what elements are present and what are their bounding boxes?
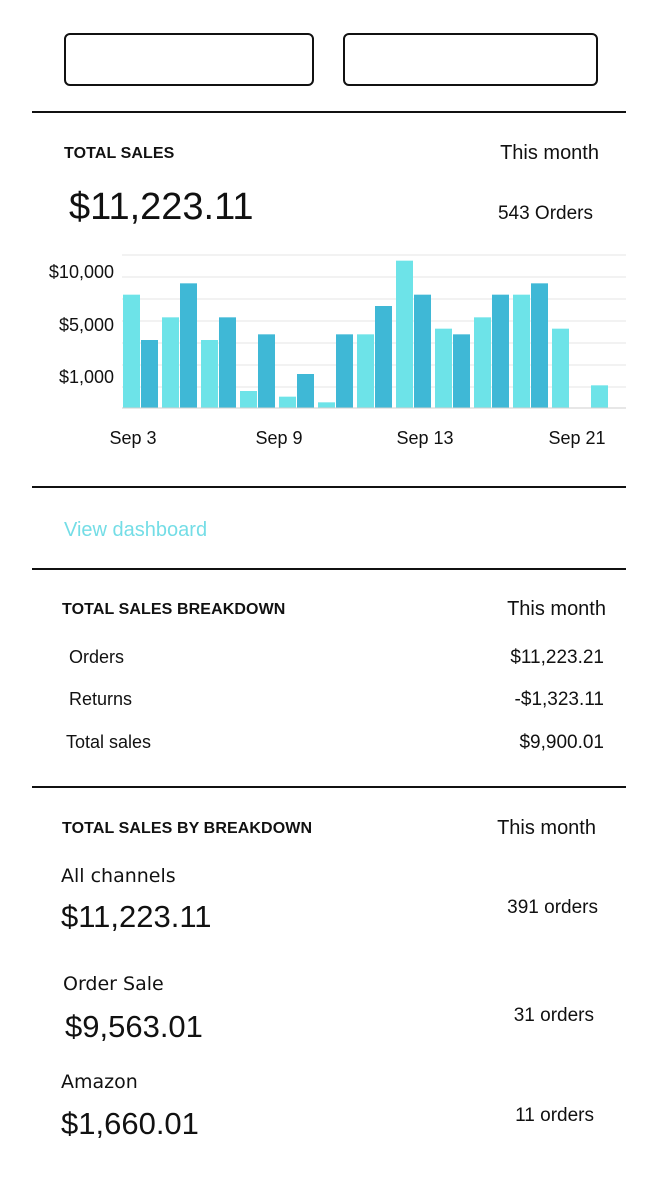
by-breakdown-heading: TOTAL SALES BY BREAKDOWN xyxy=(62,820,313,837)
chart-bar xyxy=(474,317,491,408)
y-tick-label: $5,000 xyxy=(59,315,114,335)
chart-bar xyxy=(531,283,548,408)
breakdown-row-value: -$1,323.11 xyxy=(514,689,604,710)
channel-amount: $9,563.01 xyxy=(65,1009,203,1044)
chart-bar xyxy=(123,294,140,408)
breakdown-heading: TOTAL SALES BREAKDOWN xyxy=(62,601,286,618)
view-dashboard-link[interactable]: View dashboard xyxy=(64,519,208,541)
chart-bar xyxy=(513,294,530,408)
total-sales-orders: 543 Orders xyxy=(497,203,593,224)
total-sales-period[interactable]: This month xyxy=(500,142,599,164)
by-breakdown-period[interactable]: This month xyxy=(497,817,596,839)
breakdown-row-value: $9,900.01 xyxy=(519,732,604,753)
top-right-button[interactable] xyxy=(343,33,598,86)
breakdown-row-label: Total sales xyxy=(66,732,152,752)
channel-amount: $11,223.11 xyxy=(61,899,212,934)
chart-bar xyxy=(396,260,413,408)
total-sales-amount: $11,223.11 xyxy=(69,186,254,228)
x-tick-label: Sep 21 xyxy=(548,428,605,448)
sales-bar-chart: $10,000 $5,000 $1,000 Sep 3 Sep 9 Sep 13… xyxy=(49,254,626,448)
channel-orders: 31 orders xyxy=(513,1005,594,1026)
chart-bar xyxy=(375,306,392,408)
chart-bar xyxy=(591,385,608,408)
divider xyxy=(32,486,626,488)
channel-orders: 391 orders xyxy=(507,897,598,918)
chart-bar xyxy=(141,340,158,408)
divider xyxy=(32,111,626,113)
chart-bar xyxy=(201,340,218,408)
chart-bar xyxy=(453,334,470,408)
chart-bar xyxy=(279,396,296,408)
chart-bar xyxy=(552,328,569,408)
chart-bars xyxy=(123,260,608,408)
breakdown-row-value: $11,223.21 xyxy=(510,647,604,668)
total-sales-heading: TOTAL SALES xyxy=(64,145,175,162)
chart-bar xyxy=(357,334,374,408)
y-tick-label: $10,000 xyxy=(49,262,114,282)
chart-bar xyxy=(435,328,452,408)
chart-bar xyxy=(219,317,236,408)
chart-bar xyxy=(180,283,197,408)
divider xyxy=(32,786,626,788)
breakdown-period[interactable]: This month xyxy=(507,598,606,620)
chart-bar xyxy=(258,334,275,408)
channel-name: Order Sale xyxy=(63,973,164,995)
channel-name: All channels xyxy=(61,865,176,887)
channel-amount: $1,660.01 xyxy=(61,1106,199,1141)
channel-name: Amazon xyxy=(61,1071,138,1093)
chart-bar xyxy=(492,294,509,408)
chart-bar xyxy=(297,374,314,408)
x-tick-label: Sep 13 xyxy=(396,428,453,448)
x-tick-label: Sep 3 xyxy=(109,428,156,448)
chart-bar xyxy=(162,317,179,408)
channel-orders: 11 orders xyxy=(515,1105,594,1126)
divider xyxy=(32,568,626,570)
breakdown-row-label: Orders xyxy=(69,647,125,667)
x-tick-label: Sep 9 xyxy=(255,428,302,448)
breakdown-row-label: Returns xyxy=(69,689,133,709)
chart-bar xyxy=(336,334,353,408)
chart-bar xyxy=(318,402,335,408)
y-tick-label: $1,000 xyxy=(59,367,114,387)
chart-bar xyxy=(240,391,257,408)
top-left-button[interactable] xyxy=(64,33,314,86)
chart-bar xyxy=(414,294,431,408)
